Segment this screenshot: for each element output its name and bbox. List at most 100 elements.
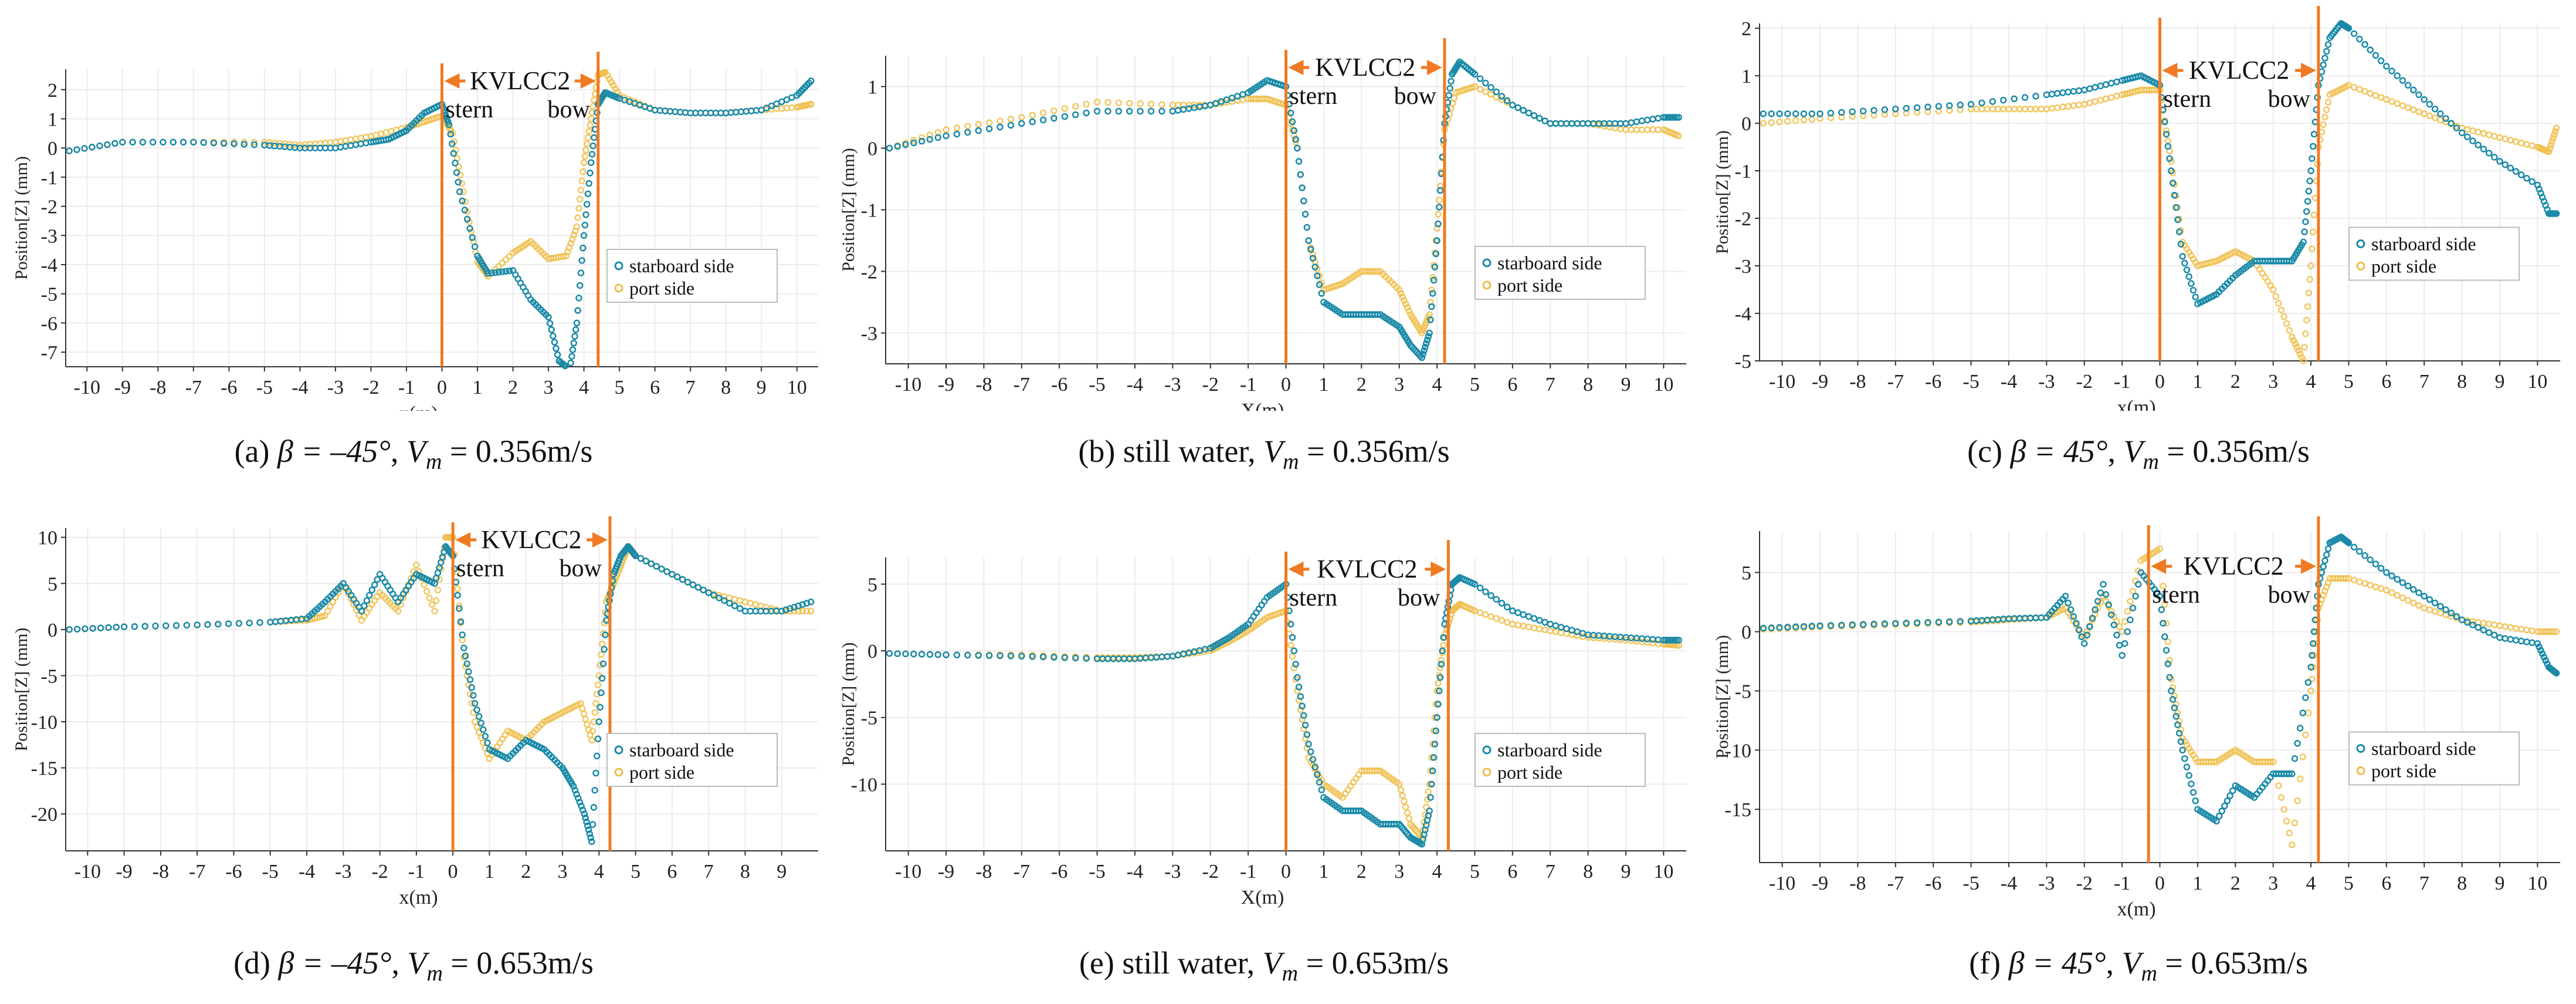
x-tick-label: 1 [2192, 371, 2202, 393]
data-point [1768, 110, 1775, 117]
data-point [2286, 327, 2293, 334]
series-starboard-side [1760, 20, 2560, 307]
data-point [581, 810, 588, 817]
data-point [2485, 131, 2493, 138]
data-point [2367, 90, 2374, 97]
x-axis-label: X(m) [1241, 887, 1284, 908]
data-point [1083, 109, 1090, 117]
data-point [2350, 30, 2358, 38]
data-point [2000, 106, 2007, 113]
data-point [1422, 811, 1429, 819]
arrow-head-left [444, 73, 460, 89]
data-point [139, 138, 147, 146]
data-point [1404, 809, 1411, 816]
data-point [120, 623, 128, 630]
data-point [2179, 746, 2186, 754]
data-point [2174, 216, 2181, 224]
x-tick-label: 0 [1281, 374, 1291, 395]
data-point [1300, 197, 1307, 205]
data-point [1318, 290, 1325, 297]
y-tick-label: -3 [1735, 256, 1751, 278]
data-point [2502, 135, 2509, 143]
x-axis-label: x(m) [2117, 397, 2155, 411]
data-point [2377, 564, 2385, 572]
x-tick-label: 3 [2268, 371, 2278, 393]
caption-d: (d) β = –45°, Vm = 0.653m/s [233, 945, 594, 986]
data-point [462, 198, 469, 205]
data-point [561, 362, 569, 370]
data-point [1290, 127, 1298, 134]
data-point [463, 660, 470, 667]
data-point [2059, 89, 2066, 96]
y-tick-label: -2 [861, 262, 877, 283]
data-point [1029, 653, 1036, 660]
data-point [1297, 706, 1304, 714]
panel-a: -10 -9 -8 -7 -6 -5 -4 -3 -2 -1 0 1 2 3 4 5 6 7 8 9 10 2 1 0 -1 -2… [0, 0, 827, 424]
data-point [455, 178, 462, 186]
data-point [2323, 48, 2330, 55]
x-tick-label: -9 [116, 861, 132, 883]
y-tick-label: 2 [1741, 18, 1751, 40]
data-point [2183, 266, 2191, 273]
data-point [2275, 782, 2282, 789]
x-tick-label: 6 [1507, 861, 1517, 883]
data-point [2175, 718, 2183, 725]
data-point [460, 644, 467, 652]
data-point [2518, 626, 2525, 633]
data-point [1784, 110, 1791, 117]
data-point [2156, 593, 2164, 600]
data-point [2011, 106, 2018, 113]
data-point [2306, 177, 2313, 185]
data-point [231, 140, 238, 147]
data-point [2426, 596, 2433, 603]
data-point [2302, 731, 2309, 739]
data-point [2548, 138, 2555, 146]
data-point [456, 188, 463, 195]
ship-label: KVLCC2 [2189, 56, 2289, 84]
data-point [468, 684, 475, 691]
data-point [2323, 106, 2330, 113]
y-tick-label: -1 [41, 167, 57, 189]
legend-marker [2356, 744, 2365, 753]
data-point [2394, 591, 2401, 599]
data-point [1072, 111, 1079, 119]
series-port-side [66, 533, 815, 762]
data-point [1429, 290, 1436, 297]
data-point [550, 332, 557, 340]
data-point [2295, 347, 2302, 354]
data-point [235, 620, 243, 627]
data-point [1450, 94, 1458, 102]
data-point [2321, 557, 2328, 564]
data-point [579, 168, 587, 175]
data-point [1290, 647, 1298, 654]
data-point [453, 169, 460, 176]
data-point [366, 591, 373, 599]
data-point [2048, 90, 2056, 98]
data-point [569, 346, 577, 353]
data-point [1892, 106, 1899, 113]
data-point [2383, 587, 2390, 594]
x-tick-label: -8 [975, 374, 992, 395]
x-tick-label: 8 [721, 377, 731, 398]
x-tick-label: -1 [1240, 861, 1256, 883]
data-point [910, 650, 917, 658]
data-point [2367, 556, 2374, 563]
bow-label: bow [1394, 83, 1437, 110]
data-point [1395, 286, 1403, 293]
data-point [2296, 725, 2304, 732]
data-point [2485, 629, 2493, 636]
data-point [1482, 611, 1489, 618]
y-tick-label: 0 [867, 641, 877, 662]
data-point [1294, 687, 1301, 695]
legend-marker [1482, 258, 1492, 268]
data-point [73, 146, 80, 153]
data-point [2356, 547, 2363, 555]
data-point [2289, 841, 2296, 849]
data-point [2113, 78, 2120, 86]
data-point [2289, 333, 2296, 341]
x-tick-label: 3 [2268, 873, 2278, 894]
data-point [1800, 623, 1808, 630]
data-point [1493, 93, 1500, 101]
arrow-head-right [592, 532, 608, 547]
